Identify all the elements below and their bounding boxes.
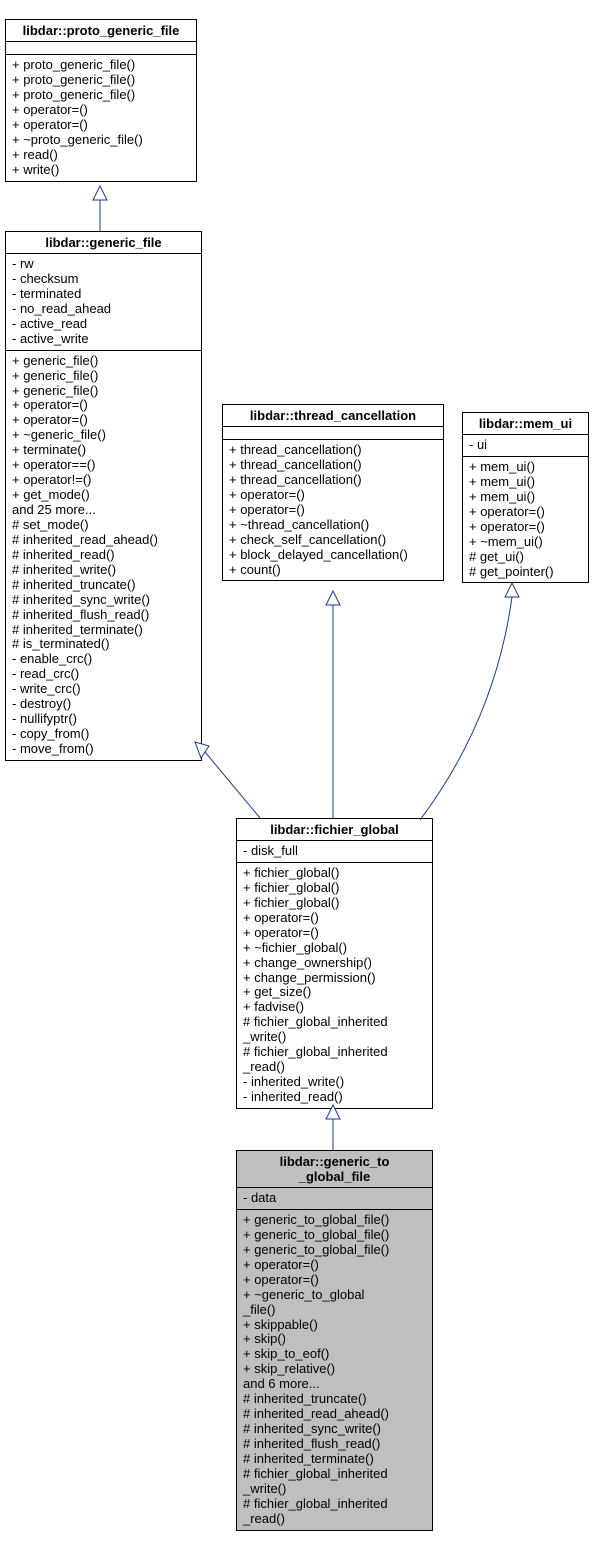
class-methods: + fichier_global() + fichier_global() + …: [237, 863, 432, 1108]
class-attrs: - ui: [463, 435, 588, 457]
class-attrs: - data: [237, 1188, 432, 1210]
class-attrs: - disk_full: [237, 841, 432, 863]
class-methods: + thread_cancellation() + thread_cancell…: [223, 440, 443, 580]
class-proto-generic-file: libdar::proto_generic_file + proto_gener…: [5, 19, 197, 182]
class-attrs: [6, 42, 196, 55]
class-methods: + generic_to_global_file() + generic_to_…: [237, 1210, 432, 1530]
class-methods: + proto_generic_file() + proto_generic_f…: [6, 55, 196, 181]
class-methods: + generic_file() + generic_file() + gene…: [6, 351, 201, 760]
class-title: libdar::proto_generic_file: [6, 20, 196, 42]
class-generic-to-global-file: libdar::generic_to _global_file - data +…: [236, 1150, 433, 1531]
class-attrs: [223, 427, 443, 440]
class-title: libdar::generic_file: [6, 232, 201, 254]
class-mem-ui: libdar::mem_ui - ui + mem_ui() + mem_ui(…: [462, 412, 589, 583]
class-fichier-global: libdar::fichier_global - disk_full + fic…: [236, 818, 433, 1109]
class-title: libdar::generic_to _global_file: [237, 1151, 432, 1188]
class-thread-cancellation: libdar::thread_cancellation + thread_can…: [222, 404, 444, 581]
class-generic-file: libdar::generic_file - rw - checksum - t…: [5, 231, 202, 761]
class-title: libdar::mem_ui: [463, 413, 588, 435]
class-methods: + mem_ui() + mem_ui() + mem_ui() + opera…: [463, 457, 588, 583]
class-title: libdar::fichier_global: [237, 819, 432, 841]
class-title: libdar::thread_cancellation: [223, 405, 443, 427]
class-attrs: - rw - checksum - terminated - no_read_a…: [6, 254, 201, 351]
